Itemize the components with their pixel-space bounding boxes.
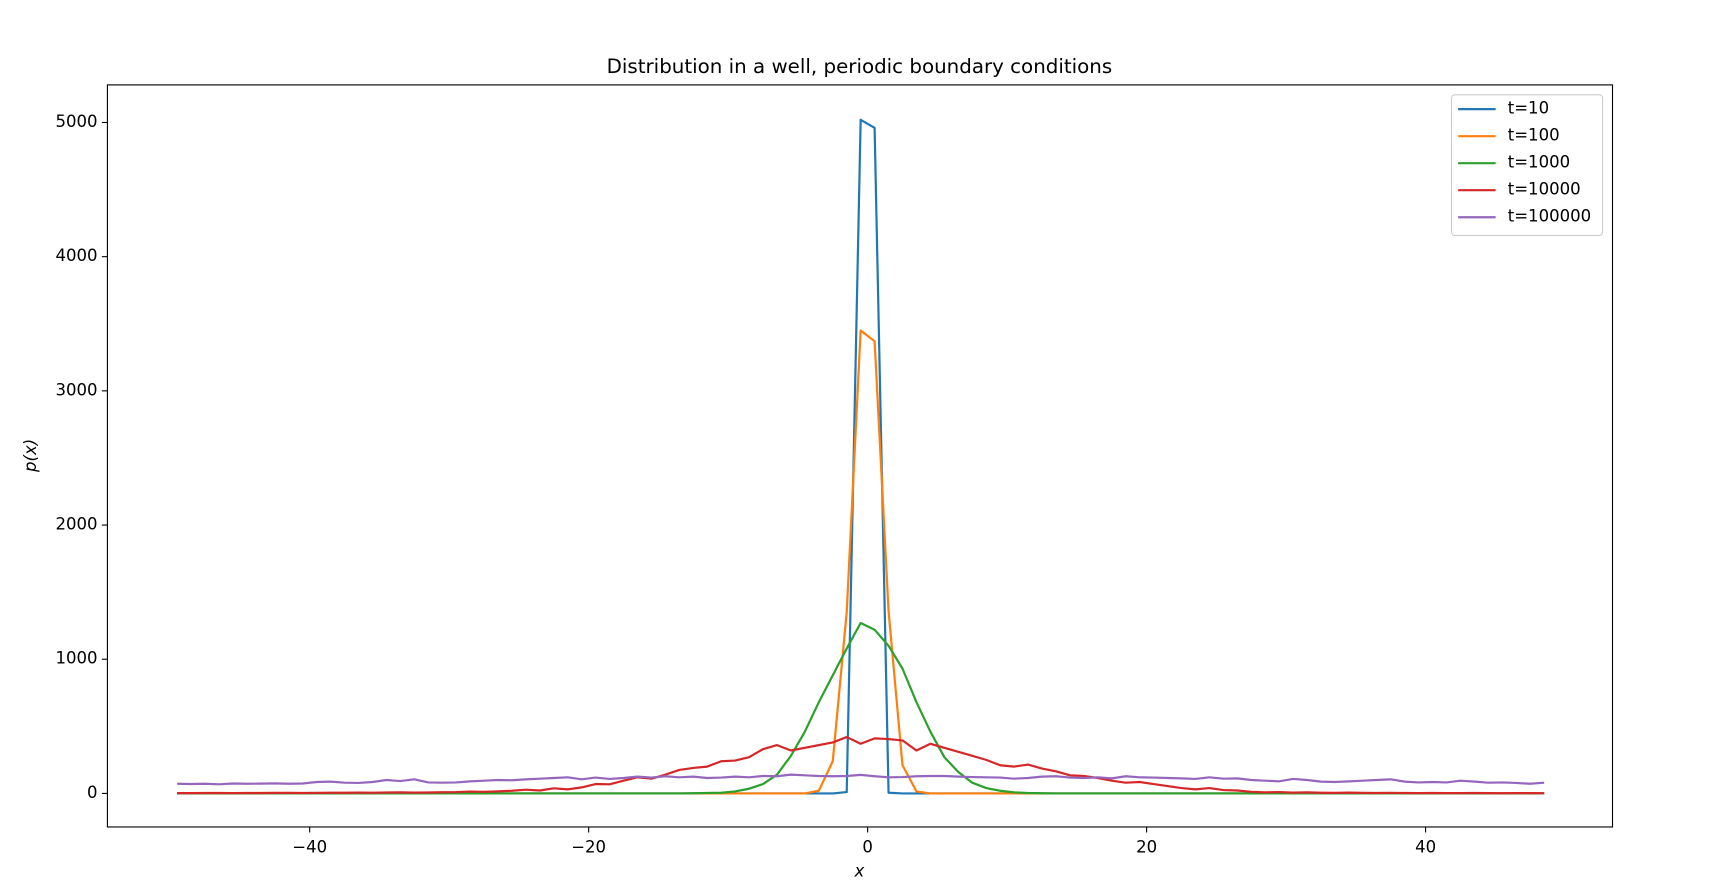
x-tick-label: 20 (1136, 837, 1157, 856)
x-tick-label: 40 (1415, 837, 1436, 856)
legend-label: t=100 (1508, 126, 1560, 145)
series-line (177, 735, 1545, 795)
y-tick-label: 0 (87, 783, 98, 802)
legend-label: t=10 (1508, 99, 1549, 118)
x-axis-label: x (854, 862, 865, 881)
y-tick-label: 2000 (55, 515, 97, 534)
series-line (177, 773, 1545, 786)
x-tick-label: −40 (292, 837, 327, 856)
y-tick-label: 3000 (55, 380, 97, 399)
y-axis-label: p(x) (21, 439, 40, 473)
legend-label: t=10000 (1508, 180, 1581, 199)
legend-label: t=100000 (1508, 207, 1591, 226)
chart-title: Distribution in a well, periodic boundar… (607, 55, 1113, 78)
legend-box (1450, 94, 1604, 236)
plot-frame (106, 84, 1614, 828)
y-tick-label: 4000 (55, 246, 97, 265)
x-tick-label: −20 (571, 837, 606, 856)
y-tick-label: 1000 (55, 649, 97, 668)
legend-label: t=1000 (1508, 153, 1570, 172)
y-tick-label: 5000 (55, 112, 97, 131)
x-tick-label: 0 (862, 837, 873, 856)
